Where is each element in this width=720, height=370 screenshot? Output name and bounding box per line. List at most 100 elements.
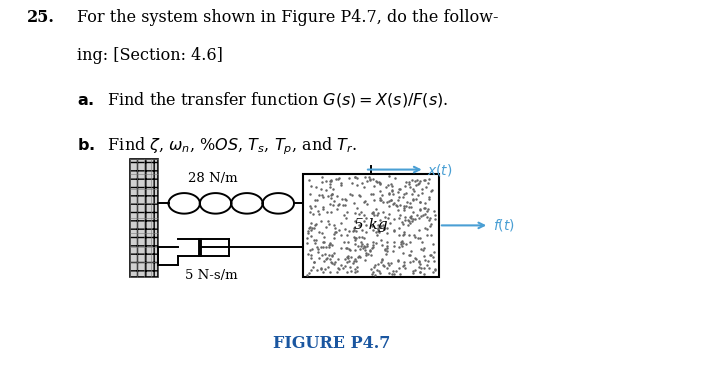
Point bbox=[374, 196, 386, 202]
Point bbox=[349, 237, 361, 243]
Point bbox=[404, 181, 415, 187]
Point bbox=[383, 198, 395, 204]
Point bbox=[426, 232, 437, 238]
Point bbox=[351, 228, 362, 233]
Point bbox=[348, 235, 360, 241]
Point bbox=[405, 200, 416, 206]
Point bbox=[374, 188, 386, 194]
Point bbox=[317, 252, 328, 258]
Point bbox=[377, 257, 388, 263]
Point bbox=[312, 246, 324, 252]
Point bbox=[429, 266, 441, 272]
Point bbox=[409, 255, 420, 261]
Point bbox=[399, 214, 410, 220]
Point bbox=[324, 241, 336, 247]
Point bbox=[367, 176, 379, 182]
Point bbox=[377, 222, 389, 228]
Point bbox=[418, 177, 430, 183]
Point bbox=[372, 261, 383, 267]
Point bbox=[325, 178, 337, 184]
Point bbox=[423, 218, 434, 223]
Point bbox=[361, 229, 372, 235]
Point bbox=[320, 266, 331, 272]
Point bbox=[407, 258, 418, 263]
Point bbox=[325, 259, 337, 265]
Point bbox=[408, 188, 420, 194]
Point bbox=[303, 225, 315, 231]
Point bbox=[399, 262, 410, 268]
Point bbox=[392, 256, 403, 262]
Point bbox=[325, 192, 337, 198]
Point bbox=[358, 184, 369, 189]
Point bbox=[305, 268, 317, 273]
Point bbox=[409, 216, 420, 222]
Point bbox=[418, 265, 430, 271]
Point bbox=[335, 262, 346, 268]
Point bbox=[377, 256, 388, 262]
Point bbox=[326, 191, 338, 197]
Point bbox=[310, 203, 321, 209]
Point bbox=[414, 207, 426, 213]
Point bbox=[372, 267, 383, 273]
Point bbox=[366, 191, 377, 197]
Bar bbox=[130, 159, 158, 277]
Point bbox=[388, 243, 400, 249]
Text: 5 N-s/m: 5 N-s/m bbox=[185, 269, 238, 282]
Point bbox=[419, 176, 431, 182]
Point bbox=[396, 243, 408, 249]
Point bbox=[323, 242, 335, 248]
Point bbox=[356, 209, 367, 215]
Point bbox=[324, 178, 336, 184]
Point bbox=[359, 174, 370, 180]
Point bbox=[397, 263, 408, 269]
Point bbox=[424, 252, 436, 258]
Point bbox=[410, 179, 421, 185]
Point bbox=[320, 223, 332, 229]
Point bbox=[368, 183, 379, 189]
Point bbox=[315, 186, 327, 192]
Point bbox=[394, 194, 405, 200]
Point bbox=[392, 197, 404, 203]
Point bbox=[425, 221, 436, 226]
Point bbox=[358, 212, 369, 218]
Point bbox=[426, 188, 437, 194]
Point bbox=[369, 262, 381, 268]
Point bbox=[401, 179, 413, 185]
Point bbox=[425, 215, 436, 221]
Point bbox=[346, 192, 358, 198]
Point bbox=[383, 262, 395, 268]
Point bbox=[302, 251, 314, 257]
Point bbox=[361, 252, 372, 258]
Point bbox=[403, 252, 415, 258]
Point bbox=[359, 244, 371, 250]
Point bbox=[404, 259, 415, 265]
Point bbox=[361, 240, 372, 246]
Point bbox=[364, 246, 376, 252]
Point bbox=[350, 235, 361, 241]
Text: 5 kg: 5 kg bbox=[354, 218, 387, 232]
Point bbox=[327, 242, 338, 248]
Point bbox=[374, 218, 386, 223]
Point bbox=[408, 196, 419, 202]
Point bbox=[372, 210, 384, 216]
Point bbox=[397, 194, 409, 200]
Point bbox=[343, 246, 354, 252]
Point bbox=[364, 176, 376, 182]
Point bbox=[410, 182, 422, 188]
Point bbox=[322, 264, 333, 270]
Point bbox=[423, 206, 434, 212]
Point bbox=[354, 255, 366, 260]
Point bbox=[305, 205, 317, 211]
Point bbox=[397, 250, 409, 256]
Point bbox=[333, 256, 344, 262]
Point bbox=[426, 252, 437, 258]
Point bbox=[384, 211, 395, 217]
Point bbox=[423, 176, 435, 182]
Text: $f(t)$: $f(t)$ bbox=[492, 218, 515, 233]
Point bbox=[366, 245, 378, 251]
Point bbox=[337, 265, 348, 271]
Point bbox=[312, 249, 324, 255]
Point bbox=[405, 215, 417, 221]
Point bbox=[348, 200, 360, 206]
Point bbox=[382, 239, 393, 245]
